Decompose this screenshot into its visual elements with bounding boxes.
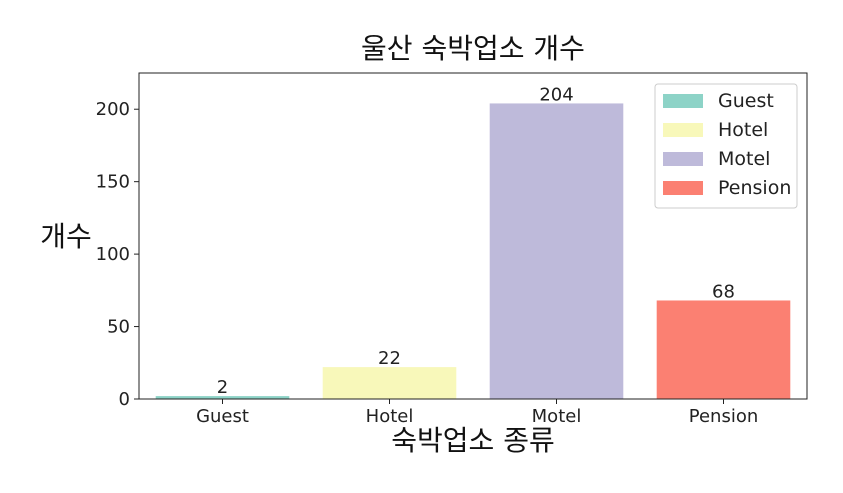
y-tick-label-150: 150 <box>96 172 130 193</box>
legend-label-pension: Pension <box>718 177 791 199</box>
bar-motel <box>489 103 624 399</box>
chart-title: 울산 숙박업소 개수 <box>361 32 585 65</box>
y-tick-label-200: 200 <box>96 99 130 120</box>
legend-frame <box>654 83 798 209</box>
y-tick-label-0: 0 <box>119 389 130 410</box>
x-tick-label-motel: Motel <box>532 406 582 427</box>
bar-guest <box>155 396 290 399</box>
x-tick-label-guest: Guest <box>196 406 249 427</box>
bars-group <box>155 103 791 399</box>
x-tick-label-hotel: Hotel <box>366 406 414 427</box>
data-label-pension: 68 <box>712 281 735 302</box>
legend-label-hotel: Hotel <box>718 119 768 141</box>
legend: Guest Hotel Motel Pension <box>654 83 798 209</box>
legend-label-motel: Motel <box>718 148 770 170</box>
y-axis-label: 개수 <box>40 220 92 253</box>
legend-swatch-motel <box>663 152 703 166</box>
x-tick-label-pension: Pension <box>689 406 759 427</box>
bar-hotel <box>322 367 457 399</box>
y-axis-ticks: 0 50 100 150 200 <box>96 99 139 410</box>
legend-swatch-pension <box>663 181 703 195</box>
legend-label-guest: Guest <box>718 90 774 112</box>
data-label-motel: 204 <box>539 84 573 105</box>
x-axis-label: 숙박업소 종류 <box>391 424 554 457</box>
x-axis-ticks: Guest Hotel Motel Pension <box>196 399 758 427</box>
data-label-hotel: 22 <box>378 348 401 369</box>
bar-pension <box>656 300 791 399</box>
legend-swatch-hotel <box>663 123 703 137</box>
y-tick-label-100: 100 <box>96 244 130 265</box>
plot-area-frame <box>138 72 808 400</box>
data-label-guest: 2 <box>217 377 228 398</box>
legend-swatch-guest <box>663 94 703 108</box>
y-tick-label-50: 50 <box>107 317 130 338</box>
